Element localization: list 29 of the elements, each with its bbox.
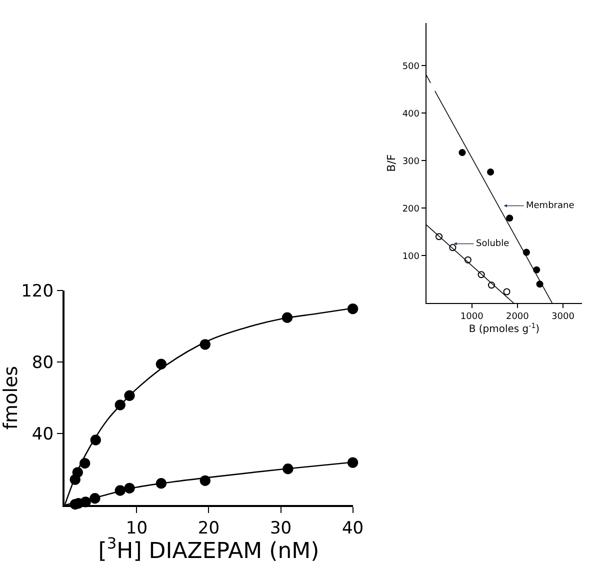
- y-axis-title: fmoles: [0, 366, 22, 430]
- point: [435, 233, 443, 240]
- y-tick-label: 100: [402, 252, 420, 262]
- y-tick-label: 40: [32, 424, 54, 445]
- x-tick-label: 1000: [460, 312, 484, 322]
- point: [347, 303, 358, 314]
- point: [503, 288, 510, 296]
- x-tick-label: 2000: [506, 312, 530, 322]
- point: [488, 282, 496, 289]
- point: [464, 256, 472, 264]
- y-tick-label: 120: [21, 281, 54, 302]
- x-tick-label: 3000: [552, 312, 575, 322]
- y-tick-label: 500: [402, 62, 420, 72]
- point: [506, 214, 514, 222]
- y-tick-label: 400: [402, 109, 420, 120]
- point: [458, 149, 466, 156]
- point: [487, 168, 494, 176]
- x-tick-label: 40: [342, 518, 364, 538]
- y-tick-label: 200: [402, 204, 420, 214]
- annotation: Soluble: [476, 239, 510, 249]
- y-tick-label: 300: [402, 156, 420, 167]
- x-axis-title: B (pmoles g$^{-1}$): [468, 322, 540, 336]
- point: [347, 457, 358, 468]
- y-axis-title: B/F: [384, 154, 398, 172]
- point: [533, 266, 540, 274]
- point: [449, 244, 456, 252]
- y-tick-label: 80: [32, 352, 54, 373]
- annotation: Membrane: [526, 201, 575, 211]
- point: [478, 271, 485, 278]
